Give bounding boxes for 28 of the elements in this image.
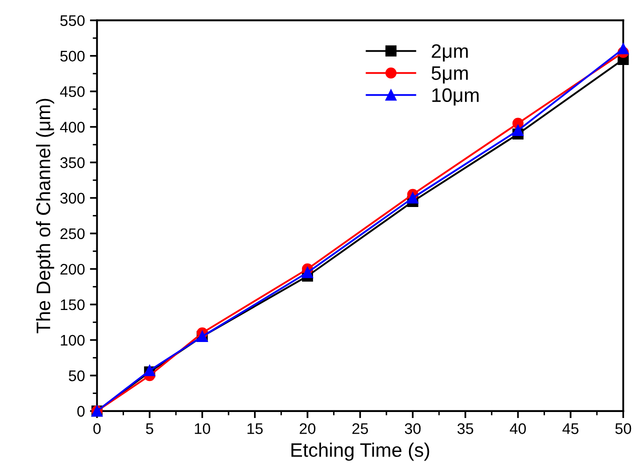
legend-label: 2μm [432, 44, 468, 62]
y-tick-label: 0 [77, 406, 85, 417]
y-tick-label: 150 [60, 299, 85, 310]
x-axis-title: Etching Time (s) [291, 442, 430, 461]
y-tick-label: 400 [60, 122, 85, 133]
x-tick-label: 35 [457, 423, 474, 434]
x-tick-label: 25 [352, 423, 368, 434]
y-axis-title: The Depth of Channel (μm) [36, 98, 54, 334]
y-tick-label: 200 [60, 264, 85, 275]
x-tick-label: 50 [615, 423, 632, 434]
x-tick-label: 15 [248, 423, 263, 434]
x-tick-label: 40 [510, 423, 526, 434]
x-tick-label: 20 [300, 423, 316, 434]
legend-label: 10μm [432, 88, 479, 106]
x-tick-label: 5 [146, 423, 154, 434]
y-tick-label: 500 [60, 50, 85, 62]
y-tick-label: 100 [60, 334, 85, 346]
x-tick-label: 0 [93, 423, 101, 434]
y-tick-label: 300 [60, 192, 85, 204]
x-tick-label: 45 [562, 423, 578, 434]
legend-label: 5μm [432, 66, 468, 84]
y-tick-label: 250 [60, 228, 85, 240]
y-tick-label: 50 [68, 370, 85, 382]
x-tick-label: 30 [404, 423, 421, 434]
y-tick-label: 450 [60, 86, 85, 98]
y-tick-label: 550 [60, 15, 85, 26]
x-tick-label: 10 [194, 423, 210, 434]
y-tick-label: 350 [60, 157, 85, 168]
